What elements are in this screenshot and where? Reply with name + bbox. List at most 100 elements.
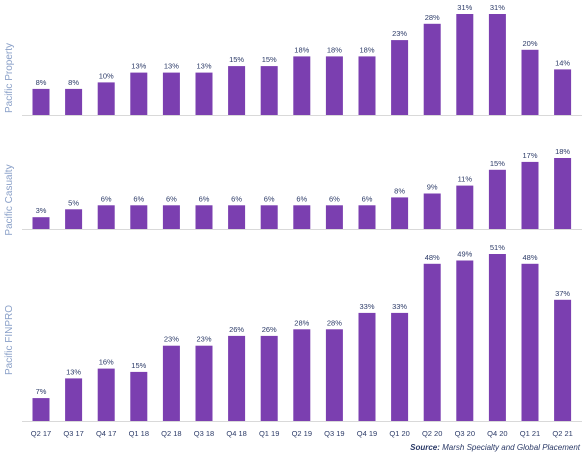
data-label: 28% <box>294 318 309 327</box>
panel-pacific-finpro: Pacific FINPRO 7% 13% 16% 15% 23% 23% 26% 26% 28%… <box>4 243 582 422</box>
x-tick-label: Q2 20 <box>422 429 442 438</box>
data-label: 15% <box>131 361 146 370</box>
bar <box>162 72 180 115</box>
source-note: Source: Marsh Specialty and Global Place… <box>410 443 581 452</box>
bar <box>521 161 539 229</box>
data-label: 6% <box>133 194 144 203</box>
data-label: 10% <box>99 71 114 80</box>
x-tick-label: Q4 20 <box>487 429 507 438</box>
data-label: 9% <box>427 183 438 192</box>
data-label: 6% <box>329 194 340 203</box>
data-label: 17% <box>522 151 537 160</box>
x-tick-label: Q1 21 <box>520 429 540 438</box>
bar <box>97 82 115 115</box>
bar <box>65 209 83 229</box>
x-tick-label: Q4 18 <box>226 429 246 438</box>
data-label: 23% <box>164 335 179 344</box>
bar <box>195 205 213 229</box>
data-label: 48% <box>522 253 537 262</box>
x-tick-label: Q2 21 <box>552 429 572 438</box>
bar <box>423 23 441 115</box>
x-tick-label: Q2 19 <box>292 429 312 438</box>
bar <box>65 378 83 421</box>
source-prefix: Source: <box>410 443 440 452</box>
data-label: 37% <box>555 289 570 298</box>
data-label: 18% <box>359 45 374 54</box>
panel-label: Pacific Property <box>4 43 15 113</box>
data-label: 33% <box>392 302 407 311</box>
bar <box>456 14 474 115</box>
bar <box>521 263 539 421</box>
data-label: 48% <box>425 253 440 262</box>
x-tick-label: Q3 19 <box>324 429 344 438</box>
bar <box>423 193 441 229</box>
bar <box>65 88 83 115</box>
data-label: 8% <box>394 186 405 195</box>
panel-label: Pacific FINPRO <box>4 305 15 375</box>
data-label: 51% <box>490 243 505 252</box>
data-label: 33% <box>359 302 374 311</box>
x-tick-label: Q3 17 <box>63 429 83 438</box>
data-label: 20% <box>522 39 537 48</box>
bar <box>488 14 506 115</box>
data-label: 6% <box>101 194 112 203</box>
bar <box>521 49 539 115</box>
data-label: 28% <box>327 318 342 327</box>
data-label: 49% <box>457 250 472 259</box>
data-label: 6% <box>199 194 210 203</box>
bar <box>293 56 311 115</box>
bar <box>554 69 572 115</box>
data-label: 8% <box>36 78 47 87</box>
bar <box>97 368 115 421</box>
chart-panels: Pacific Property 8% 8% 10% 13% 13% 13% 15% 15% 18… <box>4 3 582 422</box>
bar <box>162 345 180 421</box>
bar <box>358 56 376 115</box>
bar <box>554 158 572 229</box>
data-label: 8% <box>68 78 79 87</box>
data-label: 23% <box>196 335 211 344</box>
source-text: Marsh Specialty and Global Placement <box>440 443 581 452</box>
x-tick-label: Q3 18 <box>194 429 214 438</box>
data-label: 23% <box>392 29 407 38</box>
data-label: 31% <box>490 3 505 12</box>
x-tick-label: Q2 18 <box>161 429 181 438</box>
data-label: 6% <box>231 194 242 203</box>
bar <box>391 312 409 421</box>
data-label: 18% <box>327 45 342 54</box>
bar <box>423 263 441 421</box>
x-tick-label: Q3 20 <box>455 429 475 438</box>
bar <box>32 88 50 115</box>
data-label: 13% <box>164 62 179 71</box>
bar <box>162 205 180 229</box>
data-label: 16% <box>99 358 114 367</box>
bar <box>228 205 246 229</box>
bar <box>260 205 278 229</box>
bar <box>391 197 409 229</box>
data-label: 28% <box>425 13 440 22</box>
data-label: 15% <box>490 159 505 168</box>
data-label: 5% <box>68 198 79 207</box>
x-tick-label: Q1 19 <box>259 429 279 438</box>
bar <box>32 398 50 421</box>
data-label: 13% <box>196 62 211 71</box>
bar <box>97 205 115 229</box>
bar <box>293 205 311 229</box>
data-label: 6% <box>264 194 275 203</box>
data-label: 3% <box>36 206 47 215</box>
bar <box>488 254 506 421</box>
bar <box>228 66 246 115</box>
bar <box>456 260 474 421</box>
bar <box>130 371 148 421</box>
bar <box>32 217 50 229</box>
bar <box>325 205 343 229</box>
data-label: 15% <box>229 55 244 64</box>
x-tick-label: Q1 20 <box>389 429 409 438</box>
panel-pacific-property: Pacific Property 8% 8% 10% 13% 13% 13% 15% 15% 18… <box>4 3 582 116</box>
bar <box>325 329 343 421</box>
bar <box>488 169 506 229</box>
bar <box>260 335 278 421</box>
x-tick-label: Q2 17 <box>31 429 51 438</box>
data-label: 15% <box>262 55 277 64</box>
panel-label: Pacific Casualty <box>4 164 15 235</box>
